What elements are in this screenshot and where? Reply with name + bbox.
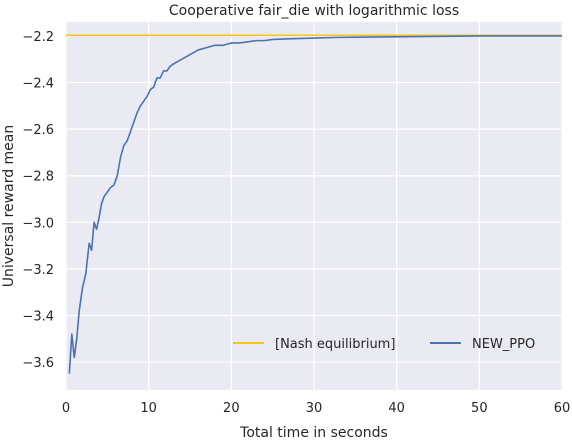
x-tick-label: 20 [223, 401, 240, 416]
y-tick-label: −2.6 [22, 123, 54, 138]
y-tick-labels: −2.2 −2.4 −2.6 −2.8 −3.0 −3.2 −3.4 −3.6 [22, 30, 54, 371]
chart-title: Cooperative fair_die with logarithmic lo… [169, 3, 459, 19]
legend: [Nash equilibrium] NEW_PPO [233, 337, 535, 352]
legend-label-nash: [Nash equilibrium] [275, 337, 395, 352]
y-tick-label: −3.6 [22, 356, 54, 371]
x-axis-label: Total time in seconds [239, 425, 388, 441]
x-tick-label: 50 [471, 401, 488, 416]
x-tick-label: 60 [554, 401, 571, 416]
series-layer [66, 34, 562, 374]
y-tick-label: −2.2 [22, 30, 54, 45]
legend-label-new-ppo: NEW_PPO [472, 337, 535, 352]
y-tick-label: −3.4 [22, 309, 54, 324]
x-tick-label: 0 [62, 401, 70, 416]
y-tick-label: −2.8 [22, 170, 54, 185]
x-tick-label: 30 [306, 401, 323, 416]
y-tick-label: −3.2 [22, 263, 54, 278]
x-tick-label: 40 [388, 401, 405, 416]
y-tick-label: −2.4 [22, 77, 54, 92]
y-axis-label: Universal reward mean [1, 125, 17, 288]
y-tick-label: −3.0 [22, 216, 54, 231]
series-line-new-ppo [68, 35, 562, 374]
x-tick-label: 10 [140, 401, 157, 416]
x-tick-labels: 0 10 20 30 40 50 60 [62, 401, 570, 416]
